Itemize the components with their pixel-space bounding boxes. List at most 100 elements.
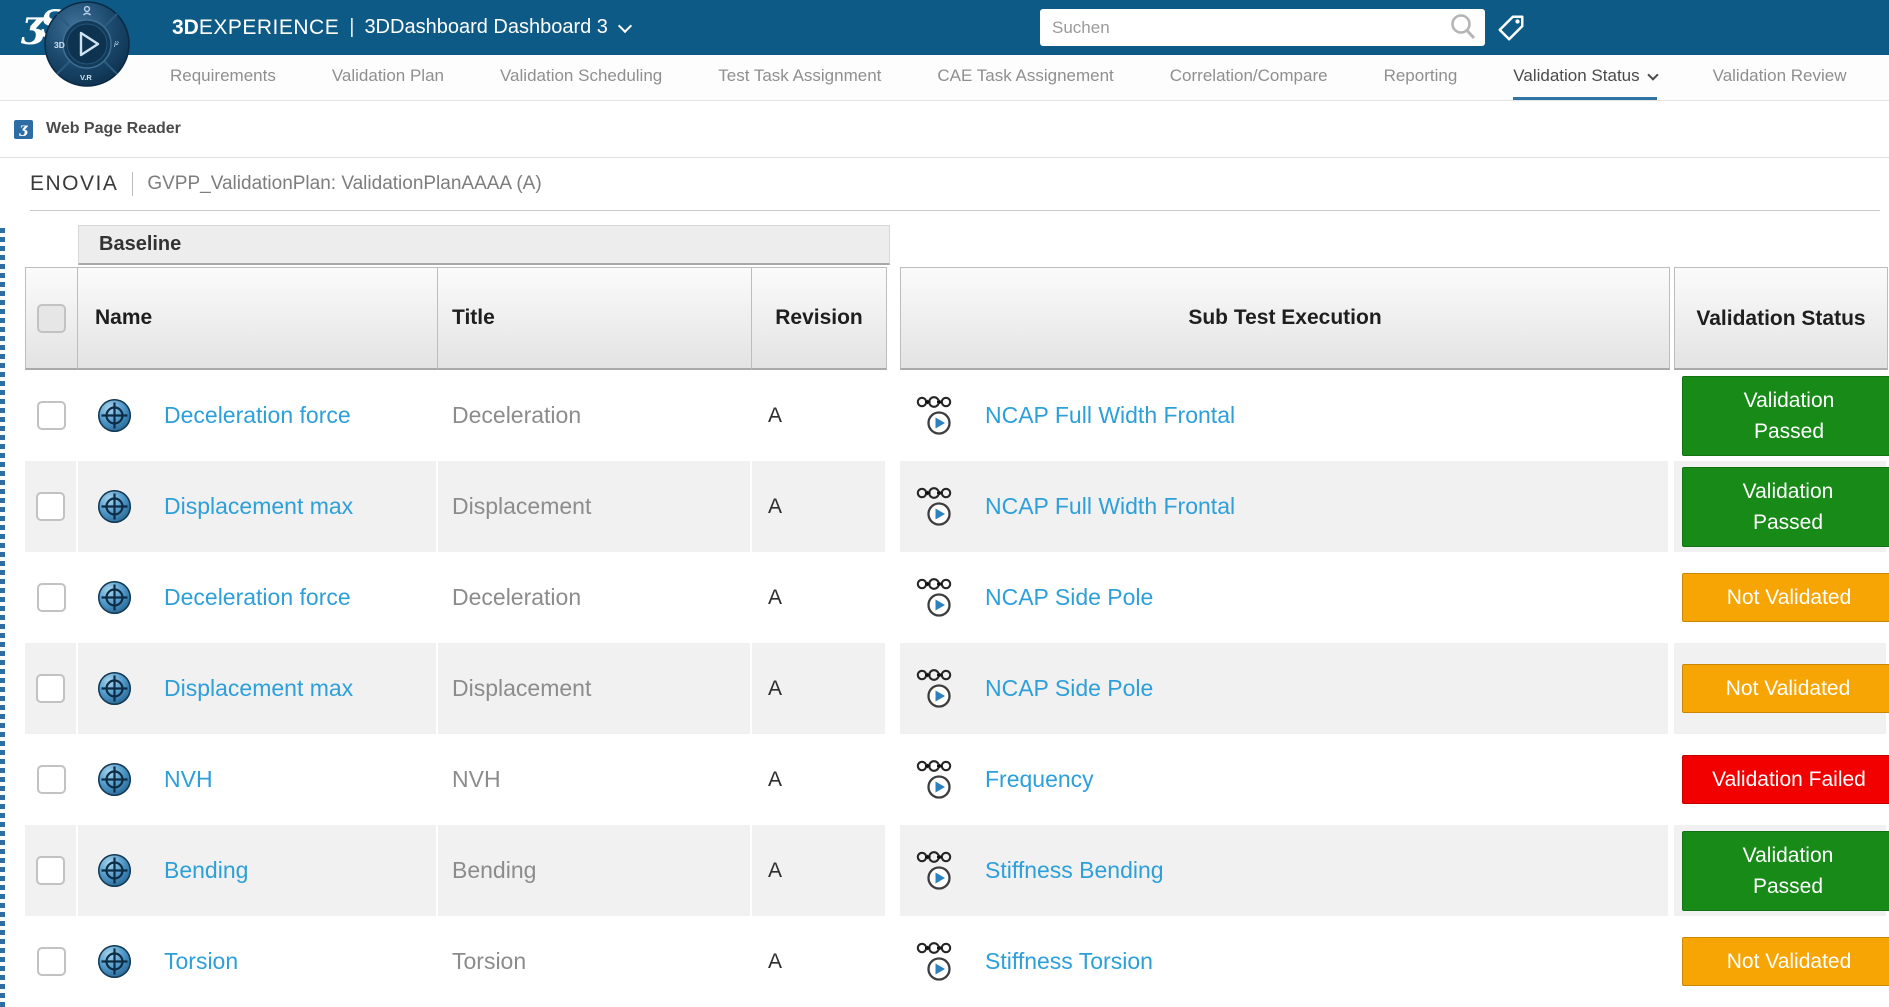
breadcrumb-underline bbox=[30, 210, 1880, 211]
row-checkbox[interactable] bbox=[37, 583, 66, 612]
title-text: Deceleration bbox=[452, 402, 582, 428]
table-row: NVH NVH A Frequency bbox=[25, 734, 1889, 825]
row-checkbox[interactable] bbox=[37, 765, 66, 794]
table-row: Deceleration force Deceleration A bbox=[25, 552, 1889, 643]
tab-label: Requirements bbox=[170, 66, 276, 85]
compass-menu-button[interactable]: 3D i² V.R bbox=[44, 1, 130, 87]
title-text: Deceleration bbox=[452, 584, 582, 610]
sub-test-link[interactable]: Stiffness Torsion bbox=[985, 948, 1153, 974]
breadcrumb: ENOVIA GVPP_ValidationPlan: ValidationPl… bbox=[30, 158, 542, 210]
table-row: Bending Bending A Stiffnes bbox=[25, 825, 1889, 916]
validation-status-badge: Validation Passed bbox=[1682, 830, 1889, 911]
breadcrumb-context: GVPP_ValidationPlan: ValidationPlanAAAA … bbox=[147, 173, 542, 194]
sub-test-execution-icon bbox=[915, 667, 961, 711]
tab-label: Validation Status bbox=[1513, 66, 1640, 85]
validation-status-badge: Not Validated bbox=[1682, 664, 1889, 713]
tab-label: Validation Scheduling bbox=[499, 66, 663, 85]
sub-test-link[interactable]: NCAP Side Pole bbox=[985, 584, 1154, 610]
brand-experience: EXPERIENCE bbox=[198, 15, 340, 39]
baseline-label: Baseline bbox=[99, 233, 182, 255]
row-checkbox[interactable] bbox=[37, 947, 66, 976]
revision-text: A bbox=[768, 767, 783, 791]
name-link[interactable]: Displacement max bbox=[164, 493, 354, 519]
object-target-icon bbox=[98, 945, 131, 978]
tab-label: Reporting bbox=[1383, 66, 1458, 85]
sub-test-link[interactable]: NCAP Full Width Frontal bbox=[985, 493, 1236, 519]
breadcrumb-divider bbox=[132, 172, 134, 196]
validation-status-badge: Validation Passed bbox=[1682, 375, 1889, 456]
name-link[interactable]: NVH bbox=[164, 766, 213, 792]
column-header-validation-status[interactable]: Validation Status bbox=[1674, 267, 1888, 370]
row-checkbox[interactable] bbox=[36, 674, 65, 703]
object-target-icon bbox=[98, 672, 131, 705]
object-target-icon bbox=[98, 854, 131, 887]
sub-test-link[interactable]: Stiffness Bending bbox=[985, 857, 1164, 883]
object-target-icon bbox=[98, 763, 131, 796]
sub-test-execution-icon bbox=[915, 576, 961, 620]
select-all-checkbox[interactable] bbox=[37, 303, 66, 333]
name-link[interactable]: Deceleration force bbox=[164, 584, 351, 610]
tab-label: Validation Review bbox=[1712, 66, 1847, 85]
name-link[interactable]: Deceleration force bbox=[164, 402, 351, 428]
sub-test-execution-icon bbox=[915, 758, 961, 802]
title-text: Bending bbox=[452, 857, 537, 883]
chevron-down-icon bbox=[1646, 68, 1659, 81]
tab-validation-plan[interactable]: Validation Plan bbox=[332, 55, 444, 100]
baseline-group-tab[interactable]: Baseline bbox=[78, 225, 890, 265]
column-header-title[interactable]: Title bbox=[438, 267, 752, 370]
name-link[interactable]: Displacement max bbox=[164, 675, 354, 701]
title-text: Displacement bbox=[452, 675, 592, 701]
column-header-sub-test-execution[interactable]: Sub Test Execution bbox=[900, 267, 1670, 370]
tab-validation-review[interactable]: Validation Review bbox=[1713, 55, 1847, 100]
tab-validation-scheduling[interactable]: Validation Scheduling bbox=[500, 55, 662, 100]
tab-test-task-assignment[interactable]: Test Task Assignment bbox=[718, 55, 881, 100]
web-page-reader-icon: ʒ bbox=[14, 119, 33, 139]
widget-header: ʒ Web Page Reader bbox=[0, 101, 1889, 158]
sub-test-execution-icon bbox=[915, 485, 961, 529]
tab-label: Correlation/Compare bbox=[1169, 66, 1328, 85]
validation-status-badge: Not Validated bbox=[1682, 937, 1889, 986]
sub-test-link[interactable]: NCAP Side Pole bbox=[985, 675, 1154, 701]
name-link[interactable]: Torsion bbox=[164, 948, 239, 974]
search-icon[interactable] bbox=[1447, 11, 1481, 45]
sub-test-link[interactable]: Frequency bbox=[985, 766, 1094, 792]
column-header-name[interactable]: Name bbox=[78, 267, 438, 370]
search-box bbox=[1040, 9, 1485, 46]
table-header-row: Name Title Revision Sub Test Execution V… bbox=[25, 267, 1889, 370]
title-text: Torsion bbox=[452, 948, 527, 974]
dashboard-chevron-down-icon[interactable] bbox=[617, 18, 633, 33]
tab-label: Validation Plan bbox=[331, 66, 444, 85]
validation-table: Name Title Revision Sub Test Execution V… bbox=[25, 267, 1889, 1007]
validation-status-badge: Validation Failed bbox=[1682, 755, 1889, 804]
validation-status-badge: Not Validated bbox=[1682, 573, 1889, 622]
tab-requirements[interactable]: Requirements bbox=[170, 55, 276, 100]
collapsed-panel-edge[interactable] bbox=[0, 228, 5, 1007]
widget-title: Web Page Reader bbox=[46, 120, 181, 137]
table-row: Torsion Torsion A Stiffnes bbox=[25, 916, 1889, 1007]
name-link[interactable]: Bending bbox=[164, 857, 249, 883]
row-checkbox[interactable] bbox=[37, 401, 66, 430]
compass-label-3d: 3D bbox=[54, 40, 65, 50]
sub-test-link[interactable]: NCAP Full Width Frontal bbox=[985, 402, 1236, 428]
row-checkbox[interactable] bbox=[36, 492, 65, 521]
row-checkbox[interactable] bbox=[36, 856, 65, 885]
column-header-revision[interactable]: Revision bbox=[752, 267, 887, 370]
tab-reporting[interactable]: Reporting bbox=[1384, 55, 1458, 100]
tab-cae-task-assignement[interactable]: CAE Task Assignement bbox=[937, 55, 1113, 100]
tag-icon[interactable] bbox=[1496, 13, 1526, 43]
app-tab-bar: Requirements Validation Plan Validation Sc… bbox=[0, 55, 1889, 101]
tab-label: Test Task Assignment bbox=[718, 66, 882, 85]
search-input[interactable] bbox=[1040, 17, 1447, 38]
dashboard-title: 3DDashboard Dashboard 3 bbox=[364, 16, 608, 38]
table-row: Displacement max Displacement A bbox=[25, 461, 1889, 552]
enovia-brand: ENOVIA bbox=[30, 172, 119, 195]
revision-text: A bbox=[768, 858, 783, 882]
tab-correlation-compare[interactable]: Correlation/Compare bbox=[1170, 55, 1328, 100]
tab-validation-status[interactable]: Validation Status bbox=[1513, 55, 1659, 100]
revision-text: A bbox=[768, 494, 783, 518]
tab-label: CAE Task Assignement bbox=[937, 66, 1114, 85]
revision-text: A bbox=[768, 676, 783, 700]
sub-test-execution-icon bbox=[915, 849, 961, 893]
object-target-icon bbox=[98, 581, 131, 614]
